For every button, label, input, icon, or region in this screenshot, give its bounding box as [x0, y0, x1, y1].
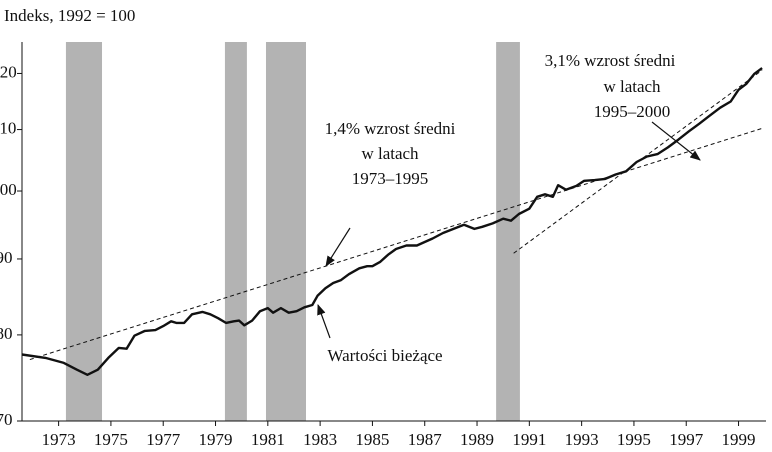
y-tick-label: 110	[0, 118, 16, 137]
data-line	[21, 67, 763, 376]
recession-band	[65, 42, 103, 421]
x-tick-label: 1973	[42, 430, 76, 449]
x-tick-label: 1997	[669, 430, 704, 449]
x-tick-label: 1993	[565, 430, 599, 449]
y-tick-label: 90	[0, 248, 13, 267]
annotation: w latach	[361, 144, 419, 163]
annotation-arrow	[325, 227, 351, 267]
annotation-arrow	[317, 303, 331, 339]
x-tick-label: 1977	[146, 430, 181, 449]
annotation: 1995–2000	[594, 102, 671, 121]
x-tick-label: 1975	[94, 430, 128, 449]
y-tick-label: 70	[0, 410, 13, 429]
recession-band	[496, 42, 520, 421]
trend-line	[29, 127, 763, 361]
annotation: 3,1% wzrost średni	[545, 51, 676, 70]
recession-band	[224, 42, 247, 421]
annotation: w latach	[603, 77, 661, 96]
annotation: Wartości bieżące	[327, 346, 442, 365]
y-tick-label: 80	[0, 324, 13, 343]
x-tick-label: 1985	[355, 430, 389, 449]
annotation: 1973–1995	[352, 169, 429, 188]
y-axis-label: Indeks, 1992 = 100	[4, 6, 135, 25]
x-tick-label: 1991	[512, 430, 546, 449]
x-tick-label: 1979	[199, 430, 233, 449]
x-tick-label: 1981	[251, 430, 285, 449]
x-tick-label: 1989	[460, 430, 494, 449]
y-tick-label: 120	[0, 62, 17, 81]
x-tick-label: 1987	[408, 430, 443, 449]
x-tick-label: 1999	[722, 430, 756, 449]
x-tick-label: 1983	[303, 430, 337, 449]
annotation: 1,4% wzrost średni	[325, 119, 456, 138]
y-tick-label: 100	[0, 180, 17, 199]
x-tick-label: 1995	[617, 430, 651, 449]
recession-band	[265, 42, 307, 421]
